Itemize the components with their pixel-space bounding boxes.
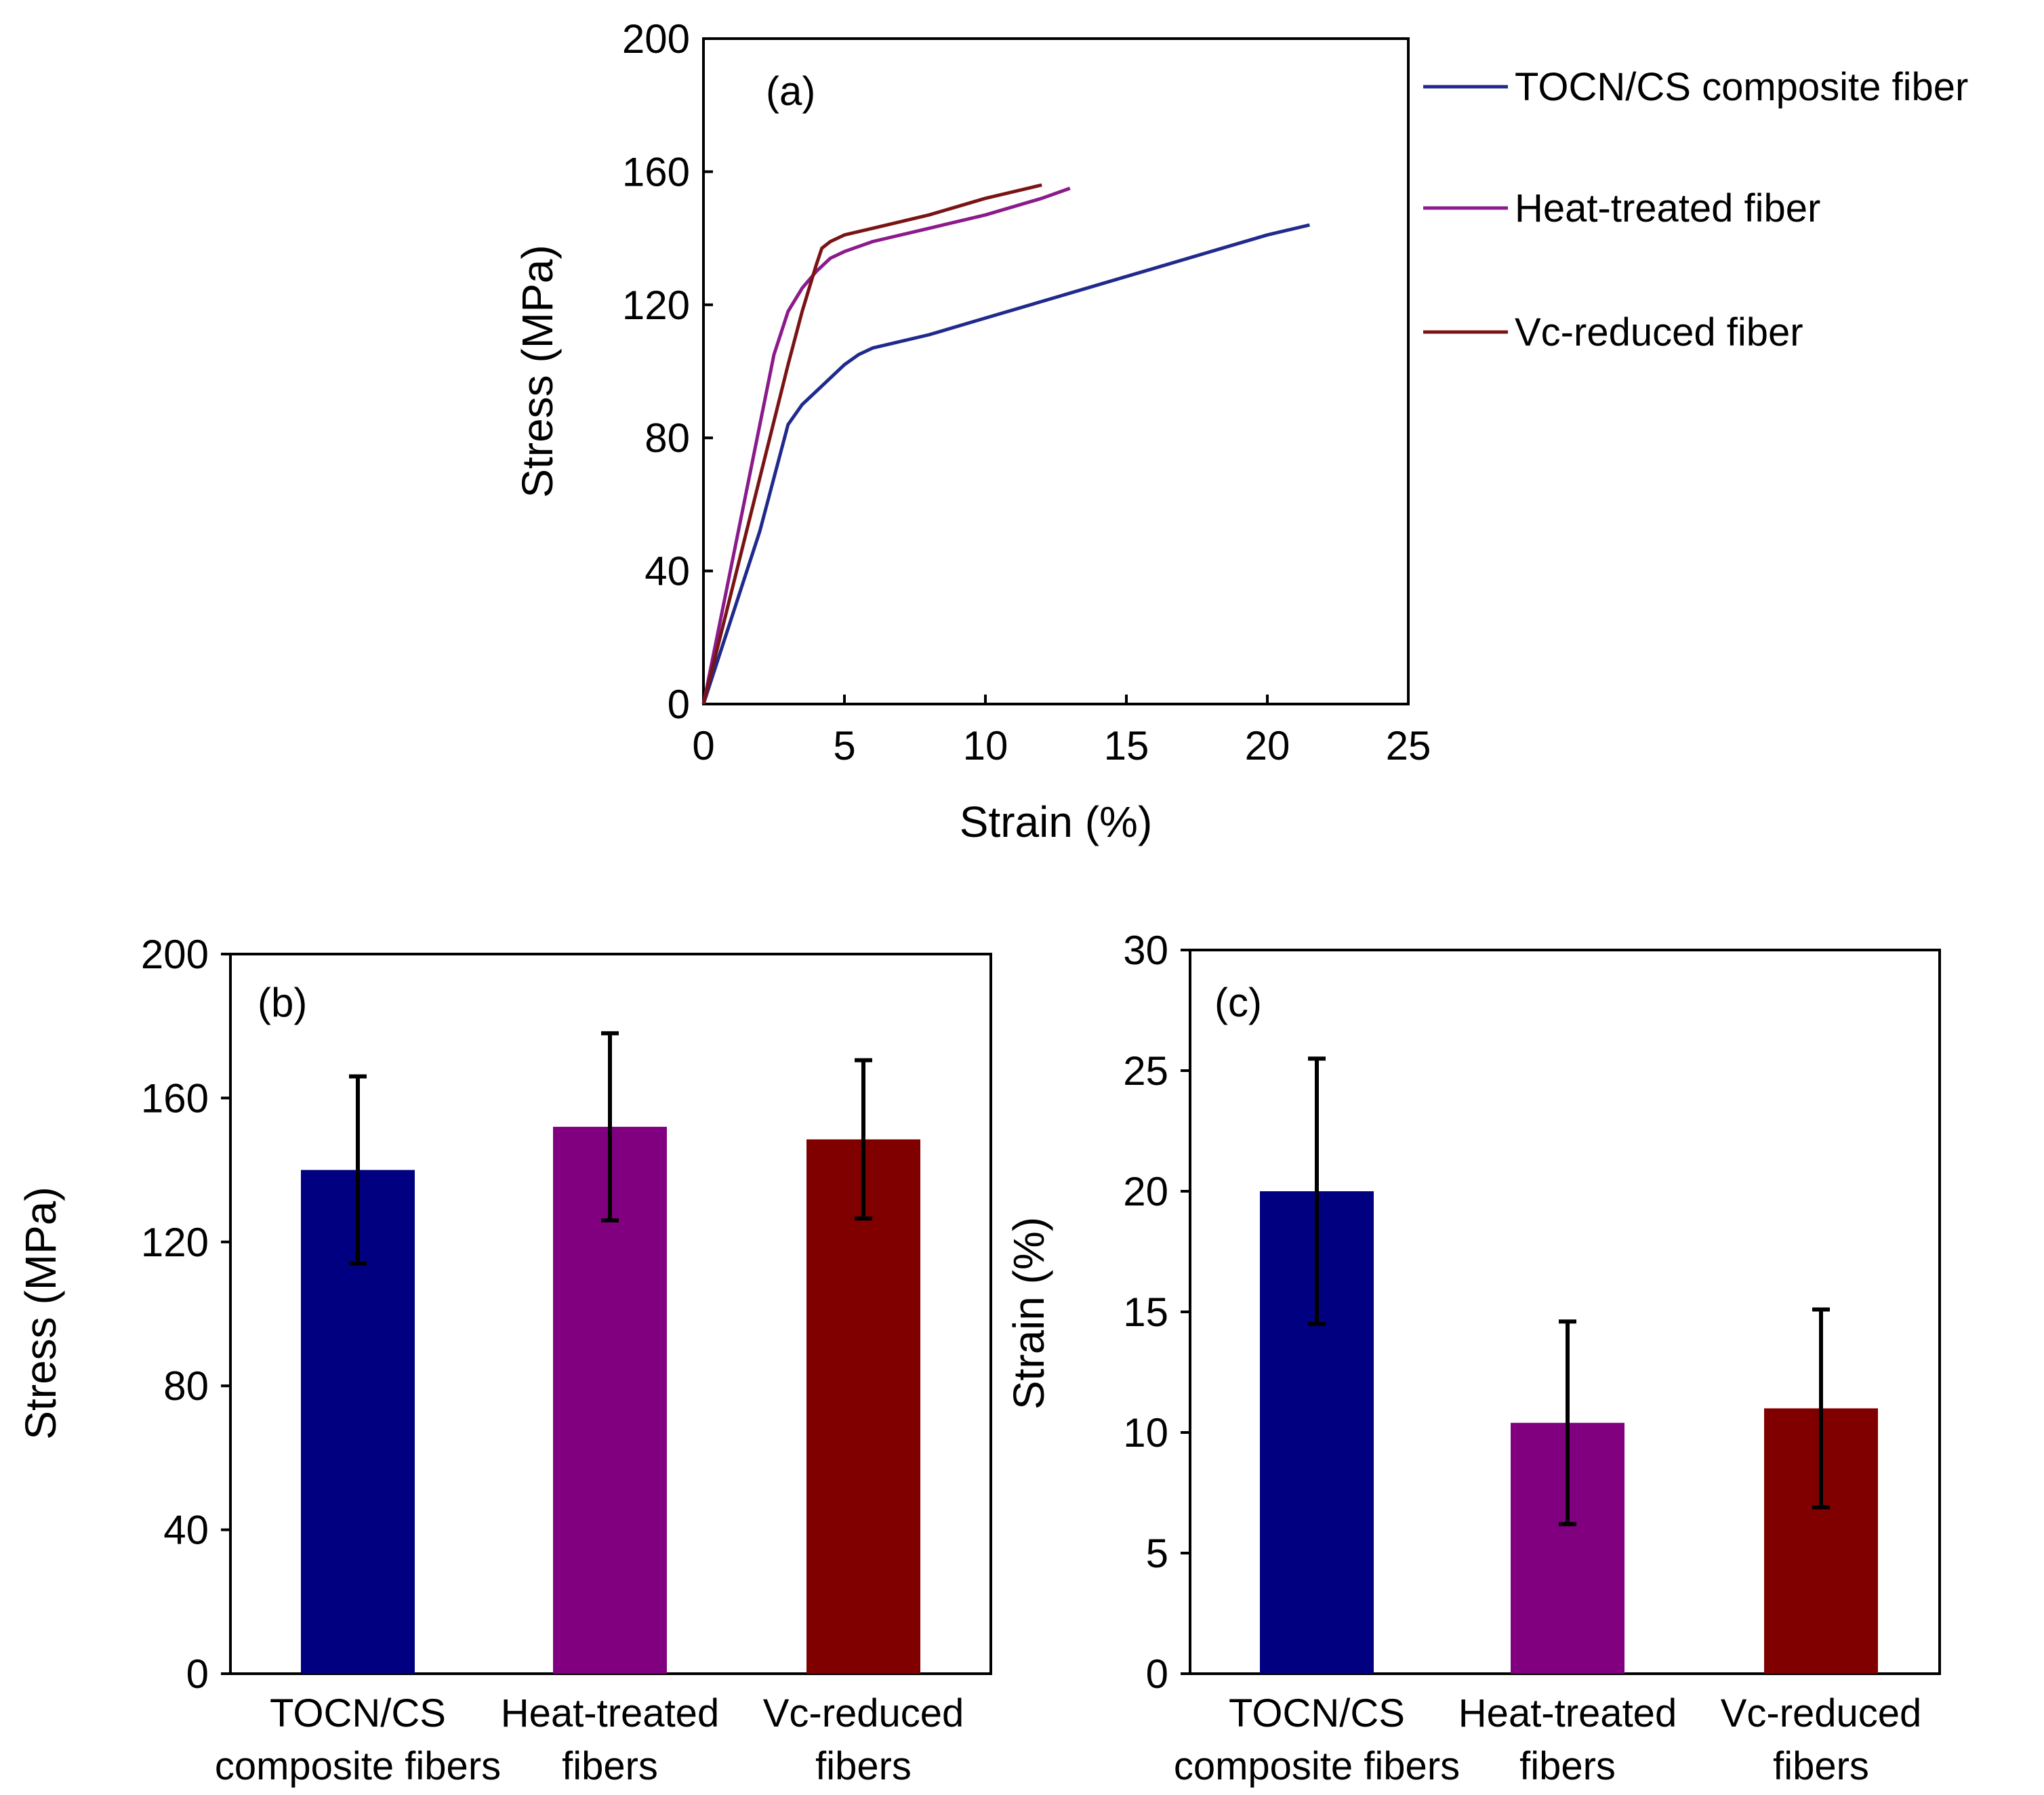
panel-c-y-tick-label: 15: [1123, 1289, 1168, 1335]
legend-label-2: Heat-treated fiber: [1515, 186, 1820, 230]
panel-a-label: (a): [766, 68, 815, 114]
panel-b-y-tick-label: 200: [141, 932, 209, 977]
panel-c-y-tick-label: 20: [1123, 1169, 1168, 1214]
panel-c-y-tick-label: 10: [1123, 1410, 1168, 1456]
panel-b-category-label: composite fibers: [215, 1744, 501, 1788]
panel-b-category-label: Heat-treated: [501, 1691, 719, 1735]
panel-c-category-label: Heat-treated: [1458, 1691, 1677, 1735]
panel-a-y-tick-label: 0: [668, 682, 690, 727]
panel-b-bar-chart: (b) 0 40 80 120 160 200 TOCN/CS composite fibe…: [16, 932, 992, 1788]
panel-c-bars: [1260, 1056, 1878, 1674]
panel-b-y-axis-label: Stress (MPa): [16, 1187, 65, 1439]
panel-a-x-tick-label: 20: [1245, 723, 1290, 768]
panel-c-y-tick-label: 30: [1123, 928, 1168, 973]
panel-a-x-tick-label: 25: [1386, 723, 1431, 768]
panel-a-x-tick-label: 5: [833, 723, 855, 768]
panel-a-y-ticks: 0 40 80 120 160 200: [622, 16, 713, 727]
panel-b-y-tick-label: 0: [186, 1651, 209, 1697]
panel-a-x-axis-label: Strain (%): [960, 798, 1153, 846]
panel-b-category-label: fibers: [562, 1744, 658, 1788]
panel-c-y-tick-label: 25: [1123, 1048, 1168, 1094]
panel-a-x-ticks: 0 5 10 15 20 25: [692, 695, 1431, 768]
panel-a-y-tick-label: 80: [645, 415, 690, 461]
panel-b-category-label: Vc-reduced: [763, 1691, 964, 1735]
panel-a-y-tick-label: 120: [622, 283, 690, 328]
series-line-2: [701, 186, 1071, 705]
panel-b-bars: [301, 1031, 920, 1674]
panel-c-category-label: TOCN/CS: [1229, 1691, 1405, 1735]
panel-c-category-label: Vc-reduced: [1721, 1691, 1922, 1735]
panel-a-y-tick-label: 200: [622, 16, 690, 62]
panel-a-y-axis-label: Stress (MPa): [513, 245, 562, 497]
panel-c-category-labels: TOCN/CS composite fibers Heat-treated fiber…: [1174, 1691, 1921, 1788]
panel-a-plot-frame: [702, 37, 1410, 705]
panel-c-category-label: fibers: [1773, 1744, 1869, 1788]
panel-a-legend: TOCN/CS composite fiber Heat-treated fibe…: [1423, 65, 1968, 354]
panel-a-y-tick-label: 40: [645, 549, 690, 594]
panel-c-category-label: composite fibers: [1174, 1744, 1460, 1788]
panel-a-x-tick-label: 10: [963, 723, 1008, 768]
panel-b-y-tick-label: 160: [141, 1075, 209, 1121]
panel-a-y-tick-label: 160: [622, 149, 690, 194]
panel-b-bar-3: [806, 1139, 920, 1674]
panel-b-y-tick-label: 80: [163, 1363, 209, 1409]
panel-a-series-lines: [701, 183, 1310, 705]
series-line-1: [701, 223, 1310, 705]
panel-b-y-tick-label: 40: [163, 1508, 209, 1553]
panel-c-category-label: fibers: [1519, 1744, 1616, 1788]
panel-b-category-label: fibers: [815, 1744, 912, 1788]
panel-b-category-label: TOCN/CS: [270, 1691, 446, 1735]
legend-label-3: Vc-reduced fiber: [1515, 310, 1803, 354]
legend-label-1: TOCN/CS composite fiber: [1515, 65, 1968, 109]
panel-c-y-ticks: 0 5 10 15 20 25 30: [1123, 928, 1190, 1697]
panel-c-bar-chart: (c) 0 5 10 15 20 25 30 TOCN/CS composite fibers…: [1004, 928, 1941, 1788]
panel-c-y-axis-label: Strain (%): [1004, 1217, 1053, 1410]
panel-a-line-chart: (a) 0 40 80 120 160 200 0 5 10 15 20 25 Strain (%)…: [513, 16, 1968, 846]
panel-c-label: (c): [1214, 980, 1262, 1025]
panel-c-y-tick-label: 5: [1146, 1531, 1168, 1576]
panel-c-y-tick-label: 0: [1146, 1651, 1168, 1697]
panel-b-y-tick-label: 120: [141, 1220, 209, 1265]
panel-b-label: (b): [258, 980, 307, 1025]
panel-b-y-ticks: 0 40 80 120 160 200: [141, 932, 230, 1697]
panel-a-x-tick-label: 0: [692, 723, 714, 768]
series-line-3: [701, 183, 1042, 705]
panel-a-x-tick-label: 15: [1104, 723, 1149, 768]
